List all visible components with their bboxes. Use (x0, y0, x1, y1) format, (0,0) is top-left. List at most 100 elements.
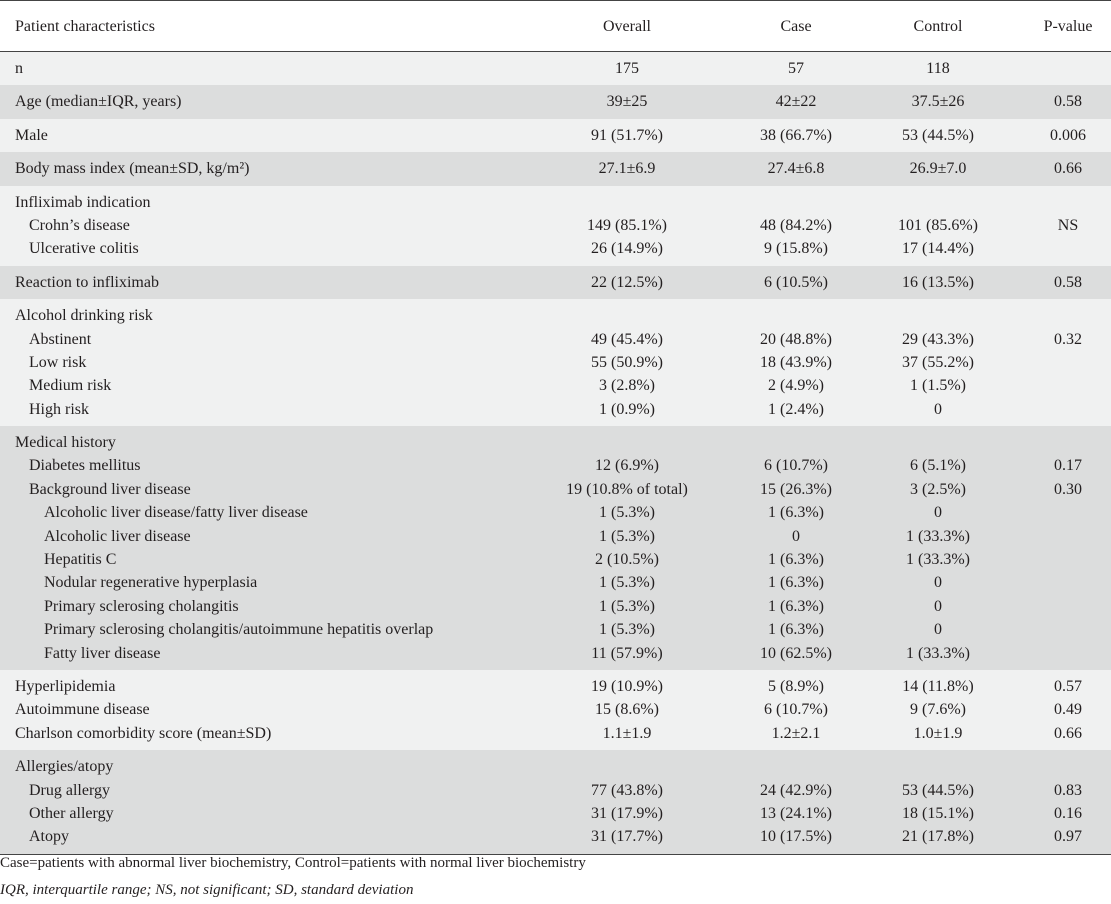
row-label: Other allergy (29, 804, 114, 822)
cell-control: 17 (14.4%) (902, 240, 974, 258)
row-group: Infliximab indication Crohn’s disease 149 … (0, 185, 1111, 266)
row-label: Medical history (15, 434, 116, 452)
table-row: Hepatitis C 2 (10.5%) 1 (6.3%) 1 (33.3%) (0, 548, 1111, 571)
cell-control: 16 (13.5%) (902, 273, 974, 291)
cell-control: 1 (33.3%) (906, 644, 970, 662)
cell-overall: 15 (8.6%) (595, 701, 659, 719)
cell-control: 29 (43.3%) (902, 330, 974, 348)
row-group: Medical history Diabetes mellitus 12 (6.9%… (0, 426, 1111, 670)
cell-p: 0.58 (1054, 273, 1082, 291)
cell-overall: 39±25 (606, 93, 648, 111)
cell-case: 27.4±6.8 (767, 160, 825, 178)
cell-control: 53 (44.5%) (902, 781, 974, 799)
row-label: Low risk (29, 353, 87, 371)
cell-case: 38 (66.7%) (760, 126, 832, 144)
cell-overall: 1 (0.9%) (599, 400, 655, 418)
cell-case: 2 (4.9%) (768, 377, 824, 395)
cell-overall: 11 (57.9%) (591, 644, 663, 662)
cell-control: 9 (7.6%) (910, 701, 966, 719)
row-group: n 175 57 118 (0, 52, 1111, 86)
cell-overall: Overall (603, 18, 651, 35)
cell-overall: 1 (5.3%) (599, 597, 655, 615)
table-row: Age (median±IQR, years) 39±25 42±22 37.5±26… (0, 90, 1111, 113)
table-row: Diabetes mellitus 12 (6.9%) 6 (10.7%) 6 (5.… (0, 454, 1111, 477)
cell-case: Case (780, 18, 812, 35)
cell-case: 9 (15.8%) (764, 240, 828, 258)
row-label: Alcoholic liver disease/fatty liver dise… (44, 504, 308, 522)
row-group: Body mass index (mean±SD, kg/m²) 27.1±6.9… (0, 152, 1111, 186)
cell-case: 1 (6.3%) (768, 551, 824, 569)
row-label: Autoimmune disease (15, 701, 150, 719)
cell-overall: 3 (2.8%) (599, 377, 655, 395)
table-row: Medium risk 3 (2.8%) 2 (4.9%) 1 (1.5%) (0, 374, 1111, 397)
cell-control: 14 (11.8%) (902, 677, 974, 695)
table-row: Primary sclerosing cholangitis 1 (5.3%) 1 … (0, 595, 1111, 618)
cell-overall: 149 (85.1%) (587, 216, 667, 234)
row-group: Reaction to infliximab 22 (12.5%) 6 (10.5%… (0, 265, 1111, 300)
cell-control: 118 (926, 60, 950, 77)
table: Patient characteristics Overall Case Contro… (0, 0, 1111, 855)
header-row: Patient characteristics Overall Case Contro… (0, 1, 1111, 51)
cell-overall: 49 (45.4%) (591, 330, 663, 348)
cell-overall: 55 (50.9%) (591, 353, 663, 371)
table-row: High risk 1 (0.9%) 1 (2.4%) 0 (0, 398, 1111, 421)
cell-case: 15 (26.3%) (760, 480, 832, 498)
cell-case: 10 (62.5%) (760, 644, 832, 662)
cell-p: 0.32 (1054, 330, 1082, 348)
table-row: Nodular regenerative hyperplasia 1 (5.3%)… (0, 571, 1111, 594)
cell-control: 37.5±26 (911, 93, 965, 111)
cell-control: 1.0±1.9 (913, 724, 963, 742)
table-body: n 175 57 118 Age (median±IQR, years) 39±25 42±… (0, 52, 1111, 854)
cell-p: 0.006 (1050, 126, 1086, 144)
table-row: Body mass index (mean±SD, kg/m²) 27.1±6.9… (0, 157, 1111, 180)
cell-case: 10 (17.5%) (760, 828, 832, 846)
cell-p: P-value (1043, 18, 1093, 35)
cell-case: 0 (792, 527, 800, 545)
cell-control: Control (913, 18, 963, 35)
cell-overall: 91 (51.7%) (591, 126, 663, 144)
cell-overall: 1.1±1.9 (602, 724, 652, 742)
row-label: Atopy (29, 828, 69, 846)
table-row: Drug allergy 77 (43.8%) 24 (42.9%) 53 (44.5… (0, 779, 1111, 802)
table-row: Hyperlipidemia 19 (10.9%) 5 (8.9%) 14 (11.8… (0, 675, 1111, 698)
cell-control: 6 (5.1%) (910, 457, 966, 475)
table-row: Reaction to infliximab 22 (12.5%) 6 (10.5%… (0, 271, 1111, 294)
cell-overall: 175 (615, 60, 639, 77)
cell-control: 0 (934, 504, 942, 522)
table-row: Atopy 31 (17.7%) 10 (17.5%) 21 (17.8%) 0.97 (0, 825, 1111, 848)
cell-case: 5 (8.9%) (768, 677, 824, 695)
row-label: Background liver disease (29, 480, 191, 498)
cell-case: 1 (6.3%) (768, 597, 824, 615)
cell-p: 0.49 (1054, 701, 1082, 719)
cell-case: 1 (2.4%) (768, 400, 824, 418)
cell-p: 0.30 (1054, 480, 1082, 498)
row-group: Age (median±IQR, years) 39±25 42±22 37.5±26… (0, 85, 1111, 119)
table-row: Alcoholic liver disease/fatty liver dise… (0, 501, 1111, 524)
cell-p: 0.66 (1054, 724, 1082, 742)
cell-control: 0 (934, 597, 942, 615)
table-row: Alcohol drinking risk (0, 304, 1111, 327)
cell-overall: 1 (5.3%) (599, 574, 655, 592)
table-row: Other allergy 31 (17.9%) 13 (24.1%) 18 (15.… (0, 802, 1111, 825)
cell-overall: 27.1±6.9 (598, 160, 656, 178)
cell-p: 0.17 (1054, 457, 1082, 475)
cell-p: 0.16 (1054, 804, 1082, 822)
cell-control: 0 (934, 400, 942, 418)
row-label: Infliximab indication (15, 193, 151, 211)
cell-case: 1.2±2.1 (771, 724, 821, 742)
cell-p: 0.83 (1054, 781, 1082, 799)
cell-p: NS (1057, 216, 1079, 234)
row-label: Age (median±IQR, years) (15, 93, 182, 111)
cell-overall: 31 (17.7%) (591, 828, 663, 846)
cell-overall: 19 (10.8% of total) (566, 480, 688, 498)
row-label: Abstinent (29, 330, 92, 348)
cell-case: 18 (43.9%) (760, 353, 832, 371)
cell-overall: 1 (5.3%) (599, 621, 655, 639)
cell-control: 37 (55.2%) (902, 353, 974, 371)
row-label: Male (15, 126, 48, 144)
cell-p: 0.97 (1054, 828, 1082, 846)
cell-case: 6 (10.7%) (764, 701, 828, 719)
cell-p: 0.66 (1054, 160, 1082, 178)
table-row: Charlson comorbidity score (mean±SD) 1.1±… (0, 722, 1111, 745)
footnote: IQR, interquartile range; NS, not signif… (0, 882, 414, 898)
